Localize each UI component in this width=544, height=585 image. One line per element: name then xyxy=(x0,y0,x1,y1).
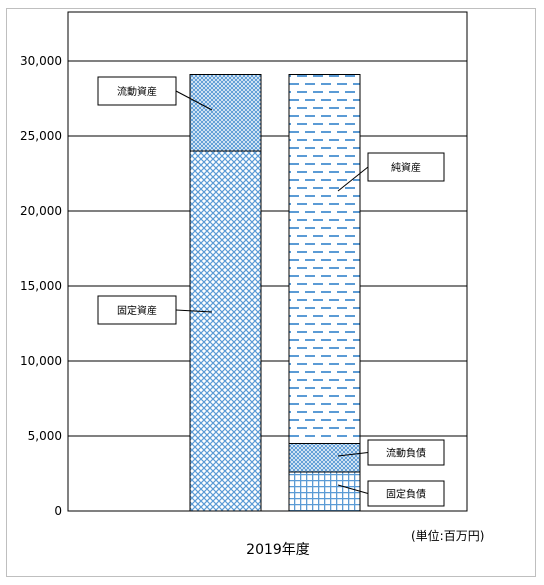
callout-label: 流動負債 xyxy=(386,447,426,460)
callout-box xyxy=(97,76,177,106)
callout: 固定負債 xyxy=(337,480,445,507)
callout-leader-line xyxy=(175,90,213,111)
stacked-bars xyxy=(189,74,361,512)
callout-leader-line xyxy=(337,166,369,192)
callout-leader-line xyxy=(337,452,369,457)
plot-area-border xyxy=(67,11,468,512)
callout-leader-line xyxy=(175,309,213,313)
callout-box xyxy=(367,480,445,507)
bar-segment xyxy=(189,150,262,512)
callout-box xyxy=(367,152,445,182)
y-axis-ticks: 0 5,000 10,000 15,000 20,000 25,000 30,000 xyxy=(20,54,62,518)
callout-leader-line xyxy=(337,484,369,494)
bar-segment xyxy=(288,471,361,512)
callout-box xyxy=(367,439,445,466)
callout: 流動資産 xyxy=(97,76,213,111)
callout-box xyxy=(97,295,177,325)
callout-label: 固定負債 xyxy=(386,488,426,501)
y-tick-label: 5,000 xyxy=(28,429,62,443)
y-tick-label: 0 xyxy=(54,504,62,518)
y-tick-label: 10,000 xyxy=(20,354,62,368)
unit-note: (単位:百万円) xyxy=(411,528,484,543)
bar-segment xyxy=(189,74,262,152)
callout-label: 固定資産 xyxy=(117,304,157,317)
callout-label: 純資産 xyxy=(391,161,421,174)
callout: 純資産 xyxy=(337,152,445,192)
callout: 固定資産 xyxy=(97,295,213,325)
y-tick-label: 20,000 xyxy=(20,204,62,218)
callout-label: 流動資産 xyxy=(117,85,157,98)
y-tick-label: 25,000 xyxy=(20,129,62,143)
bar-segment xyxy=(288,74,361,444)
bar-segment xyxy=(288,443,361,473)
chart-frame xyxy=(6,8,536,577)
x-category-label: 2019年度 xyxy=(246,542,310,558)
callout: 流動負債 xyxy=(337,439,445,466)
y-tick-label: 15,000 xyxy=(20,279,62,293)
y-tick-label: 30,000 xyxy=(20,54,62,68)
